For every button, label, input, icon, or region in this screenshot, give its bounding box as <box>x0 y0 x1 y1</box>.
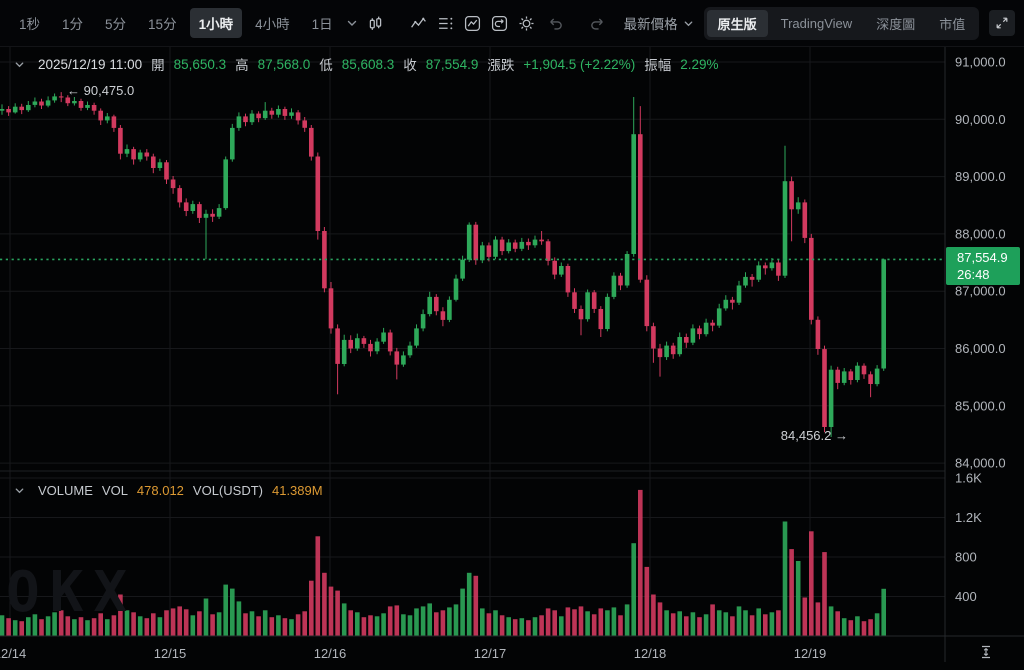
fullscreen-icon[interactable] <box>989 10 1016 36</box>
high-label: 高 <box>235 58 249 73</box>
timeframe-1m[interactable]: 1分 <box>62 17 84 32</box>
timeframe-5m[interactable]: 5分 <box>105 17 127 32</box>
svg-text:1.6K: 1.6K <box>955 471 982 486</box>
high-value: 87,568.0 <box>257 56 311 72</box>
timeframe-1s[interactable]: 1秒 <box>19 17 41 32</box>
redo-icon[interactable] <box>587 12 609 34</box>
open-value: 85,650.3 <box>173 56 227 72</box>
collapse-chevron-icon[interactable] <box>14 485 25 496</box>
amplitude-label: 振幅 <box>644 58 672 73</box>
amplitude-value: 2.29% <box>680 56 719 72</box>
price-gridlines <box>0 61 945 464</box>
svg-text:87,000.0: 87,000.0 <box>955 284 1006 299</box>
close-label: 收 <box>403 58 417 73</box>
volume-axis-labels[interactable]: 1.6K 1.2K 800 400 <box>955 471 982 605</box>
vol-value: 478.012 <box>136 483 184 498</box>
timeframe-group: 1秒 1分 5分 15分 1小時 4小時 1日 <box>10 8 342 38</box>
timeframe-15m[interactable]: 15分 <box>148 17 177 32</box>
low-value: 85,608.3 <box>341 56 395 72</box>
display-settings-icon[interactable] <box>437 12 454 34</box>
candle-countdown: 26:48 <box>957 267 990 282</box>
svg-text:800: 800 <box>955 550 977 565</box>
fx-indicators-icon[interactable] <box>464 12 481 34</box>
latest-price-dropdown[interactable]: 最新價格 <box>624 13 694 33</box>
latest-price-label: 最新價格 <box>623 17 678 32</box>
chart-view-tabs: 原生版 TradingView 深度圖 市值 <box>703 6 980 40</box>
price-axis-labels[interactable]: 91,000.0 90,000.0 89,000.0 88,000.0 87,000.0… <box>955 55 1006 471</box>
time-axis-labels[interactable]: 12/14 12/15 12/16 12/17 12/18 12/19 <box>0 646 826 661</box>
volume-series <box>0 489 886 637</box>
vol-usdt-label: VOL(USDT) <box>192 483 263 498</box>
undo-icon[interactable] <box>545 12 567 34</box>
svg-text:88,000.0: 88,000.0 <box>955 226 1006 241</box>
svg-text:90,000.0: 90,000.0 <box>955 112 1006 127</box>
candles-series <box>0 92 886 437</box>
timeframe-4h[interactable]: 4小時 <box>255 17 290 32</box>
time-gridlines <box>9 47 811 636</box>
session-high-label: ← 90,475.0 <box>67 83 135 98</box>
change-value: +1,904.5 (+2.22%) <box>523 56 636 72</box>
tab-depth-chart[interactable]: 深度圖 <box>876 16 916 32</box>
tab-native-chart[interactable]: 原生版 <box>706 9 768 37</box>
vol-usdt-value: 41.389M <box>271 483 323 498</box>
left-arrow-icon: ← <box>67 83 80 98</box>
svg-text:84,000.0: 84,000.0 <box>955 456 1006 471</box>
replay-icon[interactable] <box>491 12 508 34</box>
session-low-label: 84,456.2 → <box>780 428 848 443</box>
close-value: 87,554.9 <box>425 56 479 72</box>
svg-text:85,000.0: 85,000.0 <box>955 398 1006 413</box>
settings-gear-icon[interactable] <box>518 12 535 34</box>
current-price-badge[interactable]: 87,554.9 26:48 <box>946 247 1020 285</box>
svg-text:12/17: 12/17 <box>474 646 507 661</box>
timeframe-1h[interactable]: 1小時 <box>189 8 243 38</box>
tab-market-cap[interactable]: 市值 <box>939 16 966 32</box>
svg-text:86,000.0: 86,000.0 <box>955 341 1006 356</box>
svg-text:12/14: 12/14 <box>0 646 26 661</box>
vol-label: VOL <box>101 483 128 498</box>
timeframe-1d[interactable]: 1日 <box>311 17 333 32</box>
current-price-value: 87,554.9 <box>957 250 1008 265</box>
okx-watermark-logo: OKX <box>6 560 138 625</box>
svg-text:12/18: 12/18 <box>634 646 667 661</box>
svg-text:400: 400 <box>955 589 977 604</box>
svg-text:1.2K: 1.2K <box>955 510 982 525</box>
tab-tradingview[interactable]: TradingView <box>780 15 853 31</box>
chevron-down-icon <box>684 20 692 26</box>
toolbar-right-group: 最新價格 原生版 TradingView 深度圖 市值 <box>540 6 1016 40</box>
svg-text:89,000.0: 89,000.0 <box>955 169 1006 184</box>
svg-text:12/15: 12/15 <box>154 646 187 661</box>
right-arrow-icon: → <box>835 428 848 443</box>
svg-text:91,000.0: 91,000.0 <box>955 55 1006 70</box>
price-scale-reset-icon[interactable] <box>976 643 996 661</box>
ohlc-readout: 2025/12/19 11:00 開 85,650.3 高 87,568.0 低… <box>10 54 718 74</box>
open-label: 開 <box>151 58 165 73</box>
volume-readout: VOLUME VOL 478.012 VOL(USDT) 41.389M <box>10 483 323 498</box>
candlestick-style-icon[interactable] <box>367 12 384 34</box>
low-label: 低 <box>319 58 333 73</box>
change-label: 漲跌 <box>487 58 515 73</box>
volume-gridlines <box>0 477 945 597</box>
volume-title: VOLUME <box>38 483 93 498</box>
svg-text:12/16: 12/16 <box>314 646 347 661</box>
chart-toolbar: 1秒 1分 5分 15分 1小時 4小時 1日 <box>0 0 1024 47</box>
indicator-line-icon[interactable] <box>410 12 427 34</box>
collapse-chevron-icon[interactable] <box>14 59 25 70</box>
chevron-down-icon[interactable] <box>346 17 358 29</box>
candle-datetime: 2025/12/19 11:00 <box>38 56 143 72</box>
svg-text:12/19: 12/19 <box>794 646 827 661</box>
